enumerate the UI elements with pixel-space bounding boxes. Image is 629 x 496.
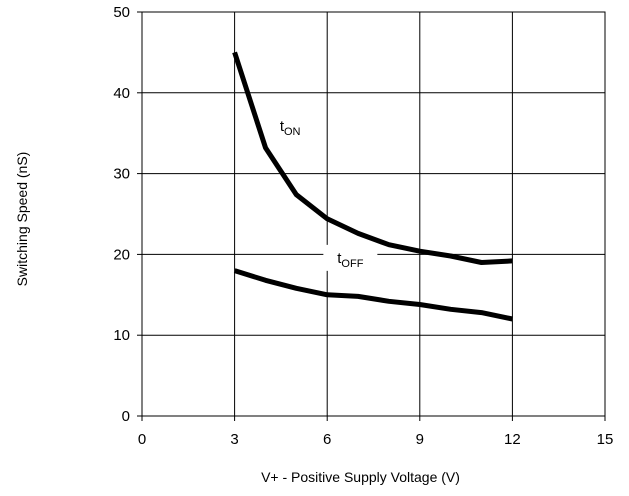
curve-label-main: t xyxy=(337,250,342,267)
plot-frame xyxy=(137,11,606,421)
x-tick-label: 12 xyxy=(504,431,521,448)
x-axis-title: V+ - Positive Supply Voltage (V) xyxy=(261,469,460,485)
curve-label-toff: tOFF xyxy=(323,244,378,271)
y-tick-label: 40 xyxy=(113,85,130,102)
curve-label-subscript: ON xyxy=(284,126,301,138)
curve-label-ton: tON xyxy=(268,113,313,140)
grid-lines xyxy=(142,12,605,416)
series-lines xyxy=(232,51,513,322)
x-tick-label: 0 xyxy=(138,431,146,448)
tick-labels: 0 3 6 9 12 15 0 10 20 30 40 50 xyxy=(113,4,613,448)
y-tick-label: 30 xyxy=(113,166,130,183)
curve-label-background xyxy=(268,113,313,140)
x-tick-label: 15 xyxy=(597,431,614,448)
curve-label-text: tOFF xyxy=(337,250,363,270)
y-tick-label: 10 xyxy=(113,327,130,344)
x-tick-label: 6 xyxy=(323,431,331,448)
curve-label-subscript: OFF xyxy=(341,258,363,270)
x-tick-label: 9 xyxy=(416,431,424,448)
curve-label-main: t xyxy=(280,118,285,135)
curve-label-text: tON xyxy=(280,118,301,138)
y-axis-title: Switching Speed (nS) xyxy=(14,152,30,287)
y-tick-label: 20 xyxy=(113,246,130,263)
curve-label-background xyxy=(323,244,378,271)
x-tick-label: 3 xyxy=(230,431,238,448)
y-tick-label: 0 xyxy=(122,408,130,425)
series-line-ton xyxy=(232,51,513,265)
y-tick-label: 50 xyxy=(113,4,130,21)
series-line-toff xyxy=(233,268,513,322)
plot-border xyxy=(141,11,606,417)
